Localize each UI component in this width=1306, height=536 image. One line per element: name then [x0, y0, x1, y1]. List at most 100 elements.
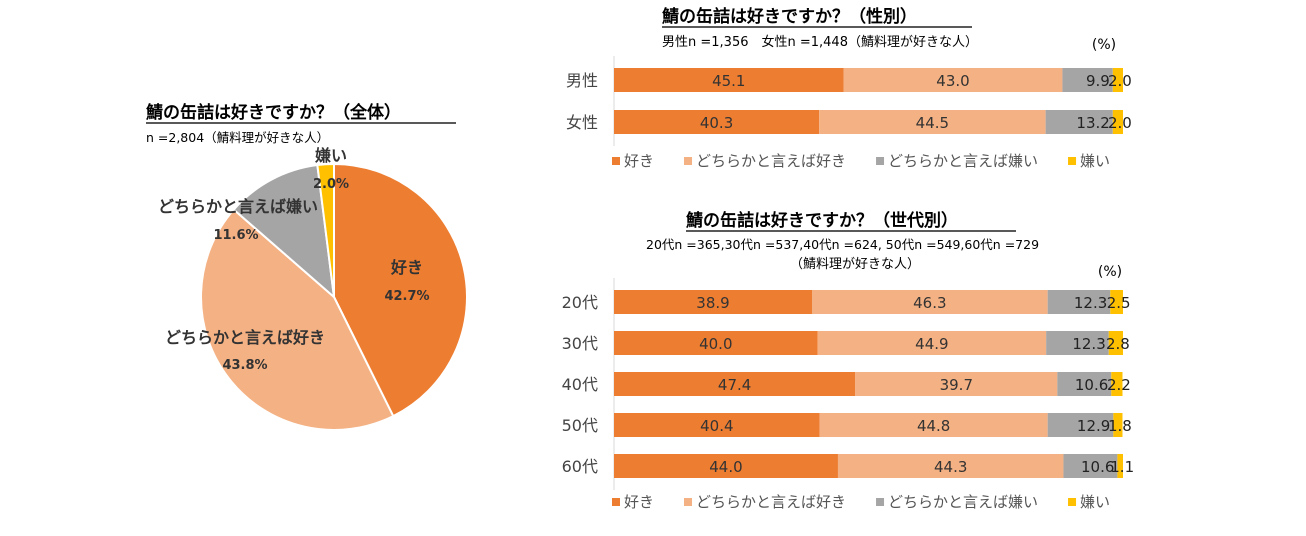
age-bar-chart: 鯖の缶詰は好きですか？（世代別） 20代n =365,30代n =537,40代… — [562, 210, 1135, 511]
bar-segment — [1113, 413, 1123, 437]
bar-value-label: 2.5 — [1107, 294, 1131, 312]
bar-value-label: 10.6 — [1075, 376, 1108, 394]
bar-value-label: 12.3 — [1074, 294, 1107, 312]
legend-entry: どちらかと言えば嫌い — [888, 493, 1038, 511]
bar-value-label: 13.2 — [1076, 114, 1109, 132]
bar-segment — [812, 290, 1048, 314]
legend-swatch — [684, 498, 693, 506]
bar-value-label: 45.1 — [712, 72, 745, 90]
pie-slice-somewhat-like — [200, 208, 395, 431]
bar-segment — [614, 68, 844, 92]
legend-swatch — [876, 498, 885, 506]
legend-swatch — [612, 157, 620, 165]
bar-value-label: 44.5 — [916, 114, 949, 132]
bar-value-label: 12.3 — [1072, 335, 1105, 353]
pie-category-label: 好き — [390, 258, 423, 277]
pie-slice-like — [333, 162, 468, 418]
pie-slice-dislike — [316, 162, 335, 298]
age-subtitle: 20代n =365,30代n =537,40代n =624, 50代n =549… — [646, 237, 1039, 252]
age-title: 鯖の缶詰は好きですか？（世代別） — [685, 210, 958, 231]
gender-unit-label: (%) — [1092, 37, 1116, 53]
bar-segment — [819, 413, 1048, 437]
category-label: 60代 — [562, 457, 598, 476]
bar-segment — [1045, 110, 1113, 134]
bar-segment — [1117, 454, 1123, 478]
gender-bar-chart: 鯖の缶詰は好きですか？（性別） 男性n =1,356 女性n =1,448（鯖料… — [566, 6, 1132, 170]
bar-segment — [1047, 290, 1111, 314]
legend-entry: 嫌い — [1080, 152, 1110, 170]
age-subtitle-note: （鯖料理が好きな人） — [790, 257, 920, 272]
bar-segment — [614, 413, 820, 437]
bar-segment — [837, 454, 1064, 478]
pie-chart: 鯖の缶詰は好きですか？（全体） n =2,804（鯖料理が好きな人） 好き 42.… — [145, 102, 468, 431]
bar-segment — [614, 454, 838, 478]
legend-entry: どちらかと言えば好き — [696, 152, 846, 170]
legend-swatch — [1068, 498, 1077, 506]
bar-value-label: 1.8 — [1108, 417, 1132, 435]
bar-value-label: 9.9 — [1086, 72, 1110, 90]
bar-segment — [614, 331, 818, 355]
legend-swatch — [1068, 157, 1077, 165]
pie-subtitle: n =2,804（鯖料理が好きな人） — [146, 130, 329, 145]
pie-value-label: 11.6% — [213, 228, 258, 243]
bar-segment — [614, 290, 812, 314]
bar-segment — [1057, 372, 1112, 396]
bar-segment — [1062, 68, 1113, 92]
bar-value-label: 44.9 — [915, 335, 948, 353]
bar-value-label: 44.0 — [709, 458, 742, 476]
category-label: 女性 — [566, 113, 598, 132]
bar-value-label: 10.6 — [1081, 458, 1114, 476]
category-label: 50代 — [562, 416, 598, 435]
bar-value-label: 44.8 — [917, 417, 950, 435]
pie-category-label: どちらかと言えば好き — [165, 328, 325, 347]
pie-value-label: 43.8% — [222, 358, 267, 373]
bar-segment — [1063, 454, 1118, 478]
bar-segment — [1046, 331, 1109, 355]
bar-segment — [614, 110, 820, 134]
legend-entry: どちらかと言えば好き — [696, 493, 846, 511]
bar-segment — [1108, 331, 1123, 355]
bar-segment — [1047, 413, 1114, 437]
bar-value-label: 40.3 — [700, 114, 733, 132]
gender-subtitle: 男性n =1,356 女性n =1,448（鯖料理が好きな人） — [662, 34, 978, 50]
pie-value-label: 2.0% — [313, 177, 349, 192]
bar-value-label: 38.9 — [696, 294, 729, 312]
category-label: 男性 — [566, 71, 598, 90]
bar-value-label: 40.0 — [699, 335, 732, 353]
bar-value-label: 2.2 — [1107, 376, 1131, 394]
category-label: 40代 — [562, 375, 598, 394]
bar-segment — [1110, 290, 1123, 314]
bar-segment — [843, 68, 1063, 92]
bar-value-label: 43.0 — [936, 72, 969, 90]
legend-swatch — [684, 157, 693, 165]
bar-value-label: 44.3 — [934, 458, 967, 476]
gender-title: 鯖の缶詰は好きですか？（性別） — [661, 6, 917, 27]
bar-segment — [819, 110, 1046, 134]
legend-entry: 好き — [624, 152, 654, 170]
pie-slice-somewhat-dislike — [232, 163, 336, 300]
legend-swatch — [612, 498, 620, 506]
bar-segment — [1111, 372, 1123, 396]
legend-swatch — [876, 157, 885, 165]
bar-value-label: 1.1 — [1110, 458, 1134, 476]
pie-title: 鯖の缶詰は好きですか？（全体） — [145, 102, 401, 123]
pie-category-label: どちらかと言えば嫌い — [158, 197, 318, 216]
bar-segment — [1112, 110, 1123, 134]
pie-value-label: 42.7% — [384, 289, 429, 304]
bar-value-label: 40.4 — [700, 417, 733, 435]
category-label: 30代 — [562, 334, 598, 353]
category-label: 20代 — [562, 293, 598, 312]
age-unit-label: (%) — [1098, 264, 1122, 280]
legend-entry: 嫌い — [1080, 493, 1110, 511]
legend-entry: どちらかと言えば嫌い — [888, 152, 1038, 170]
bar-value-label: 2.0 — [1108, 72, 1132, 90]
bar-value-label: 39.7 — [940, 376, 973, 394]
pie-category-label: 嫌い — [314, 146, 347, 165]
bar-value-label: 2.8 — [1106, 335, 1130, 353]
bar-segment — [817, 331, 1047, 355]
bar-value-label: 46.3 — [913, 294, 946, 312]
bar-segment — [855, 372, 1058, 396]
bar-value-label: 47.4 — [718, 376, 751, 394]
bar-value-label: 2.0 — [1108, 114, 1132, 132]
